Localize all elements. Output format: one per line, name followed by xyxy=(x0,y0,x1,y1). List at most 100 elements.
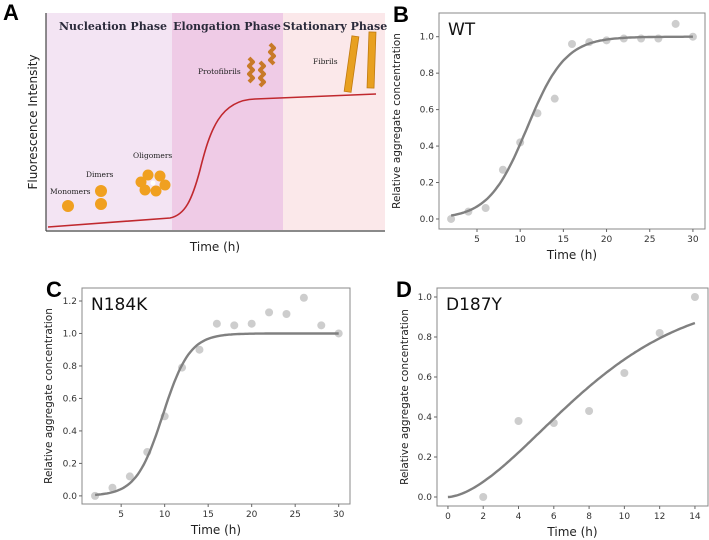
data-point xyxy=(247,319,256,328)
y-tick-label: 0.4 xyxy=(63,427,78,437)
y-axis-label: Fluorescence Intensity xyxy=(26,54,40,189)
panel-d-chart: D 0 2 4 6 8 10 12 14 0.0 0.2 0.4 0.6 0.8 1.0 Time (h) Re… xyxy=(396,277,709,539)
data-point xyxy=(690,293,699,301)
fit-curve xyxy=(94,332,339,497)
nucleation-phase-region xyxy=(46,13,172,230)
data-point xyxy=(282,309,291,318)
y-tick-label: 0.0 xyxy=(418,493,433,503)
panel-letter-c: C xyxy=(46,277,62,302)
phase-label-stationary: Stationary Phase xyxy=(283,20,387,33)
y-axis-label: Relative aggregate concentration xyxy=(399,309,411,485)
data-point xyxy=(299,293,308,302)
data-point xyxy=(230,321,239,330)
y-tick-label: 0.4 xyxy=(418,413,433,423)
y-tick-label: 0.6 xyxy=(63,394,78,404)
phase-label-nucleation: Nucleation Phase xyxy=(59,20,167,33)
x-tick-label: 5 xyxy=(474,235,480,245)
y-tick-label: 0.0 xyxy=(420,215,435,225)
panel-letter-a: A xyxy=(3,0,19,25)
y-tick-label: 1.2 xyxy=(63,297,77,307)
data-point xyxy=(671,19,680,28)
x-tick-label: 10 xyxy=(619,512,631,522)
data-point xyxy=(479,493,488,501)
chart-title: WT xyxy=(448,20,476,40)
fibril-icon xyxy=(343,31,377,93)
y-tick-label: 0.6 xyxy=(420,106,435,116)
species-label-monomers: Monomers xyxy=(50,187,91,196)
x-tick-label: 4 xyxy=(516,512,522,522)
x-tick-label: 30 xyxy=(333,510,345,520)
data-point xyxy=(568,39,576,48)
data-point xyxy=(125,472,134,481)
phase-label-elongation: Elongation Phase xyxy=(173,20,281,33)
x-tick-label: 20 xyxy=(601,235,613,245)
x-tick-label: 10 xyxy=(159,510,171,520)
y-tick-label: 0.2 xyxy=(63,459,77,469)
fit-curve xyxy=(450,35,693,217)
x-tick-label: 10 xyxy=(514,235,526,245)
y-axis-label: Relative aggregate concentration xyxy=(391,33,403,209)
y-tick-label: 0.2 xyxy=(420,179,434,189)
panel-letter-d: D xyxy=(396,277,412,302)
y-axis-label: Relative aggregate concentration xyxy=(43,308,55,484)
x-tick-label: 25 xyxy=(289,510,300,520)
y-tick-label: 0.6 xyxy=(418,373,433,383)
data-point xyxy=(637,34,646,43)
x-axis-label: Time (h) xyxy=(189,240,240,254)
y-tick-label: 0.2 xyxy=(418,453,432,463)
data-point xyxy=(550,94,559,103)
data-point xyxy=(317,321,326,330)
data-point xyxy=(265,308,274,317)
data-point xyxy=(91,491,100,500)
species-label-fibrils: Fibrils xyxy=(313,57,338,66)
fit-curve xyxy=(447,321,696,499)
x-tick-label: 2 xyxy=(480,512,486,522)
panel-letter-b: B xyxy=(393,2,409,27)
panel-c-chart: C 5 10 15 20 25 30 0.0 0.2 0.4 0.6 0.8 1.0 1.2 Time (h… xyxy=(43,277,351,537)
data-point xyxy=(688,32,697,41)
y-tick-label: 1.0 xyxy=(420,33,435,43)
x-axis-label: Time (h) xyxy=(190,523,241,537)
monomer-icon xyxy=(62,200,74,212)
y-tick-label: 0.0 xyxy=(63,492,78,502)
x-tick-label: 12 xyxy=(654,512,665,522)
x-tick-label: 0 xyxy=(445,512,451,522)
x-tick-label: 6 xyxy=(551,512,557,522)
x-axis-label: Time (h) xyxy=(546,525,597,539)
data-point xyxy=(498,165,507,174)
protofibril-icon xyxy=(247,42,276,88)
x-tick-label: 15 xyxy=(558,235,569,245)
y-tick-label: 0.8 xyxy=(63,362,78,372)
x-tick-label: 20 xyxy=(246,510,258,520)
chart-title: D187Y xyxy=(446,295,503,315)
oligomer-icon xyxy=(135,169,171,197)
data-point xyxy=(195,345,204,354)
data-point xyxy=(212,319,221,328)
chart-title: N184K xyxy=(91,295,148,315)
data-point xyxy=(620,369,629,377)
x-axis-label: Time (h) xyxy=(546,248,597,262)
species-label-oligomers: Oligomers xyxy=(133,151,172,160)
y-tick-label: 0.8 xyxy=(420,69,435,79)
species-label-protofibrils: Protofibrils xyxy=(198,67,241,76)
data-point xyxy=(481,204,490,213)
x-tick-label: 8 xyxy=(586,512,592,522)
species-label-dimers: Dimers xyxy=(86,170,114,179)
x-tick-label: 25 xyxy=(644,235,655,245)
data-point xyxy=(108,483,117,492)
panel-b-chart: B 5 10 15 20 25 30 0.0 0.2 0.4 0.6 0.8 1.0 Time (h) Re… xyxy=(391,2,706,262)
y-tick-label: 0.4 xyxy=(420,142,435,152)
x-tick-label: 5 xyxy=(118,510,124,520)
data-point xyxy=(447,214,456,223)
y-tick-label: 0.8 xyxy=(418,333,433,343)
x-tick-label: 15 xyxy=(202,510,213,520)
data-point xyxy=(585,407,594,415)
plot-frame xyxy=(436,287,709,507)
fluorescence-curve xyxy=(47,93,377,228)
elongation-phase-region xyxy=(172,13,283,230)
x-tick-label: 30 xyxy=(687,235,699,245)
data-point xyxy=(655,329,664,337)
y-tick-label: 1.0 xyxy=(418,293,433,303)
y-tick-label: 1.0 xyxy=(63,329,78,339)
